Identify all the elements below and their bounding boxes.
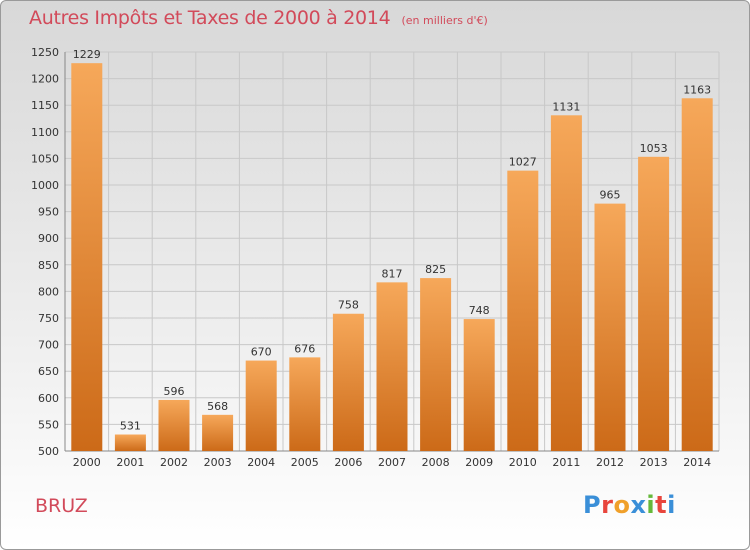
x-tick-label: 2013 [640, 456, 668, 469]
bar-value-label: 596 [164, 385, 185, 398]
chart-subtitle: (en milliers d'€) [401, 14, 488, 27]
bar-value-label: 1163 [683, 83, 711, 96]
logo-letter: i [667, 491, 676, 519]
bar [376, 282, 408, 451]
y-tick-label: 850 [38, 259, 59, 272]
logo-letter: P [583, 491, 602, 519]
bar-layer [71, 63, 713, 452]
y-tick-label: 1150 [31, 99, 59, 112]
y-tick-label: 800 [38, 285, 59, 298]
x-tick-label: 2006 [334, 456, 362, 469]
x-tick-label: 2001 [116, 456, 144, 469]
x-tick-label: 2011 [552, 456, 580, 469]
y-tick-label: 550 [38, 418, 59, 431]
bar-value-label: 1131 [552, 100, 580, 113]
bar [202, 414, 234, 451]
bar [507, 170, 539, 452]
logo-letter: x [630, 491, 647, 519]
bar-value-label: 1027 [509, 156, 537, 169]
bar-value-label: 670 [251, 346, 272, 359]
bar-value-label: 758 [338, 299, 359, 312]
logo-letter: r [601, 491, 614, 519]
bar-value-label: 825 [425, 263, 446, 276]
bar [420, 278, 452, 451]
y-tick-label: 600 [38, 392, 59, 405]
bar-value-label: 817 [382, 267, 403, 280]
y-tick-label: 900 [38, 232, 59, 245]
y-tick-label: 700 [38, 339, 59, 352]
bar [289, 357, 321, 451]
bar-value-label: 568 [207, 400, 228, 413]
label-layer: 1229 531 596 568 670 676 758 817 825 748 1027 1131 9… [73, 48, 711, 432]
y-tick-label: 950 [38, 206, 59, 219]
chart-title: Autres Impôts et Taxes de 2000 à 2014 [29, 7, 391, 29]
bar-value-label: 1053 [640, 142, 668, 155]
x-tick-label: 2003 [204, 456, 232, 469]
bar [158, 399, 190, 451]
logo-letter: i [646, 491, 656, 519]
y-tick-label: 500 [38, 445, 59, 458]
x-tick-label: 2000 [73, 456, 101, 469]
bar [681, 98, 713, 451]
bar [550, 115, 582, 452]
x-tick-label: 2007 [378, 456, 406, 469]
bar [594, 203, 626, 451]
x-tick-label: 2004 [247, 456, 275, 469]
bar [463, 319, 495, 451]
x-tick-label: 2010 [509, 456, 537, 469]
bar [71, 63, 103, 452]
axis-layer: 500 550 600 650 700 750 800 850 900 950 1000 1050 11… [31, 46, 719, 469]
y-tick-label: 750 [38, 312, 59, 325]
bar-value-label: 748 [469, 304, 490, 317]
bar-value-label: 676 [294, 342, 315, 355]
x-tick-label: 2009 [465, 456, 493, 469]
proxiti-logo: Proxiti [583, 491, 676, 519]
y-tick-label: 1200 [31, 73, 59, 86]
bar [638, 156, 670, 451]
x-tick-label: 2014 [683, 456, 711, 469]
bar [332, 313, 364, 451]
bar-value-label: 965 [600, 189, 621, 202]
x-tick-label: 2012 [596, 456, 624, 469]
commune-name: BRUZ [35, 495, 88, 517]
y-tick-label: 1100 [31, 126, 59, 139]
y-tick-label: 650 [38, 365, 59, 378]
x-tick-label: 2005 [291, 456, 319, 469]
y-tick-label: 1050 [31, 152, 59, 165]
bar [245, 360, 277, 451]
y-tick-label: 1000 [31, 179, 59, 192]
bar-value-label: 531 [120, 420, 141, 433]
logo-letter: o [613, 491, 631, 519]
x-tick-label: 2002 [160, 456, 188, 469]
y-tick-label: 1250 [31, 46, 59, 59]
bar-value-label: 1229 [73, 48, 101, 61]
x-tick-label: 2008 [422, 456, 450, 469]
title-line: Autres Impôts et Taxes de 2000 à 2014 (e… [29, 7, 488, 29]
bar [114, 434, 146, 451]
logo-letter: t [655, 491, 668, 519]
